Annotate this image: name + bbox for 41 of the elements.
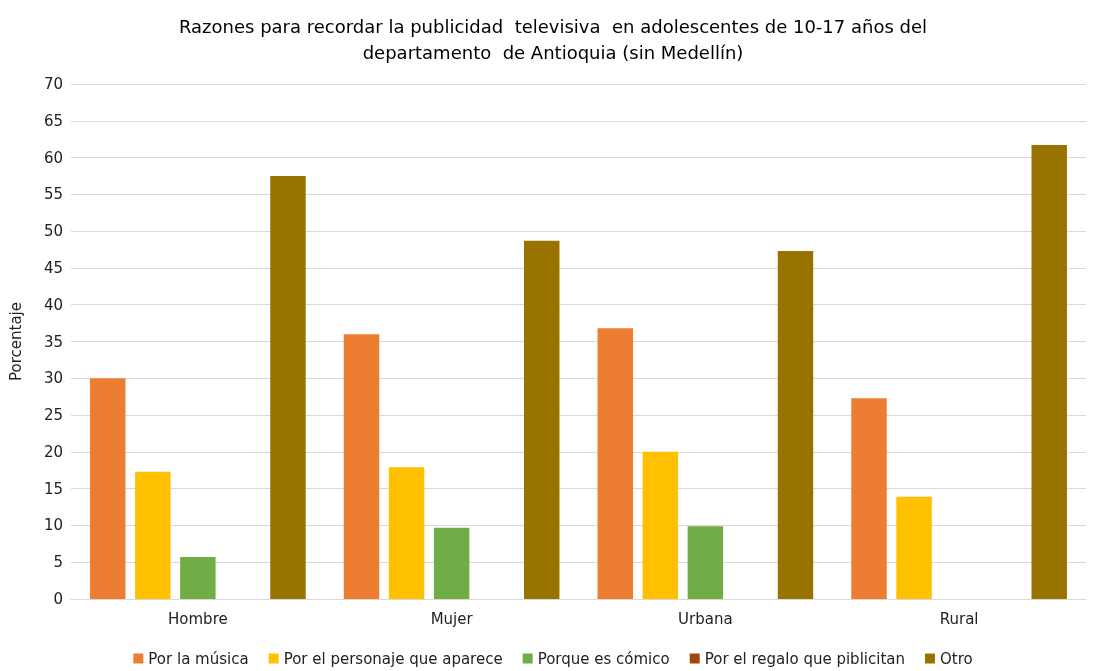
bar bbox=[90, 378, 126, 599]
y-tick-label: 15 bbox=[43, 479, 63, 498]
y-tick-label: 50 bbox=[43, 222, 63, 241]
y-tick-label: 60 bbox=[43, 148, 63, 167]
bar bbox=[433, 527, 470, 599]
y-tick-label: 25 bbox=[43, 406, 63, 425]
legend-label: Por el personaje que aparece bbox=[283, 649, 503, 668]
chart-title: Razones para recordar la publicidad televisiva en adolescentes de 10-17 años del departamento de Antioquia (sin Medellín) bbox=[178, 15, 928, 63]
bar bbox=[642, 451, 679, 599]
y-tick-label: 5 bbox=[53, 553, 63, 572]
bar bbox=[687, 526, 724, 599]
bar bbox=[523, 240, 560, 599]
bar bbox=[1031, 145, 1067, 599]
x-tick-label: Urbana bbox=[678, 609, 733, 628]
y-tick-label: 30 bbox=[43, 369, 63, 388]
bar bbox=[135, 471, 171, 599]
bar bbox=[388, 467, 425, 599]
bar bbox=[597, 328, 634, 599]
y-tick-label: 65 bbox=[43, 111, 63, 130]
y-tick-label: 70 bbox=[43, 75, 63, 93]
x-tick-label: Rural bbox=[939, 609, 979, 628]
bar bbox=[270, 175, 306, 599]
y-tick-label: 40 bbox=[43, 295, 63, 314]
legend-label: Por la música bbox=[148, 649, 249, 668]
bar bbox=[343, 334, 380, 599]
y-tick-label: 20 bbox=[43, 442, 63, 461]
x-tick-label: Hombre bbox=[168, 609, 228, 628]
y-tick-label: 0 bbox=[53, 590, 63, 608]
y-tick-label: 35 bbox=[43, 332, 63, 351]
bar bbox=[851, 398, 887, 599]
bar bbox=[180, 557, 216, 599]
y-tick-label: 10 bbox=[43, 516, 63, 535]
legend-label: Por el regalo que piblicitan bbox=[704, 649, 905, 668]
x-tick-label: Mujer bbox=[430, 609, 474, 628]
y-tick-label: 45 bbox=[43, 258, 63, 277]
legend-label: Otro bbox=[939, 649, 973, 668]
y-axis-title: Porcentaje bbox=[6, 302, 25, 381]
legend-label: Porque es cómico bbox=[537, 649, 670, 668]
bar bbox=[777, 251, 814, 599]
bar bbox=[896, 496, 932, 599]
y-tick-label: 55 bbox=[43, 185, 63, 204]
